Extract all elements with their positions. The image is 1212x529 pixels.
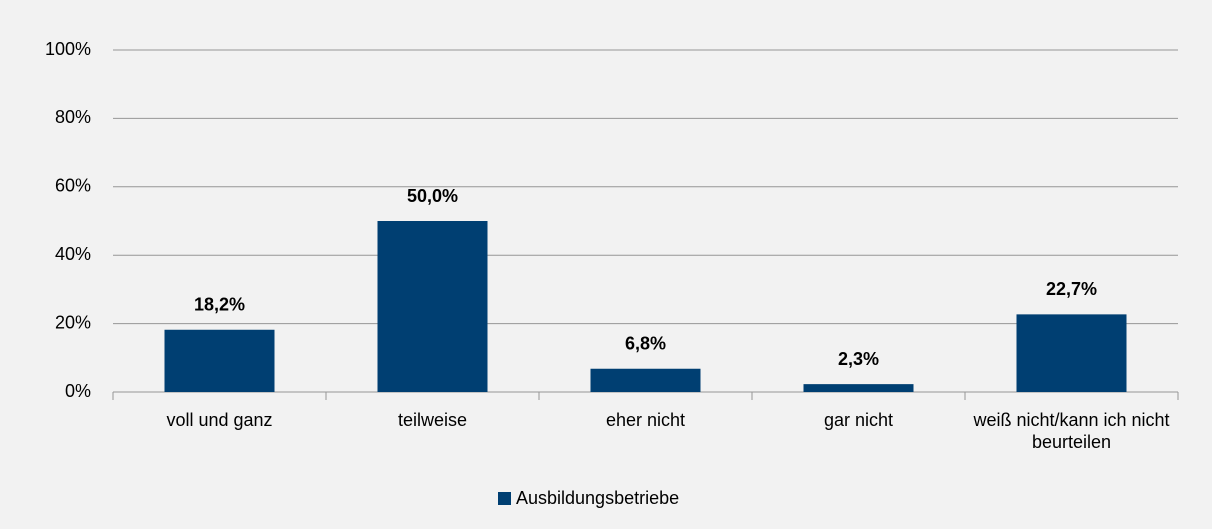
data-label: 22,7% [1046, 279, 1097, 299]
data-label: 2,3% [838, 349, 879, 369]
y-tick-label: 80% [55, 107, 91, 127]
y-tick-label: 0% [65, 381, 91, 401]
x-tick-label: voll und ganz [166, 410, 273, 430]
x-tick-label: teilweise [397, 410, 468, 430]
bar [377, 221, 488, 392]
bar [803, 384, 914, 392]
legend-label: Ausbildungsbetriebe [516, 488, 679, 508]
data-label: 50,0% [407, 186, 458, 206]
x-tick-label: weiß nicht/kann ich nicht beurteilen [973, 410, 1170, 452]
y-tick-label: 40% [55, 244, 91, 264]
legend-swatch [498, 492, 511, 505]
x-tick-label: eher nicht [605, 410, 686, 430]
y-tick-label: 60% [55, 176, 91, 196]
bar [1016, 314, 1127, 392]
bar [590, 368, 701, 392]
y-tick-label: 100% [45, 39, 91, 59]
data-label: 6,8% [625, 333, 666, 353]
y-tick-label: 20% [55, 312, 91, 332]
bar [164, 329, 275, 392]
x-tick-label: gar nicht [823, 410, 894, 430]
data-label: 18,2% [194, 295, 245, 315]
